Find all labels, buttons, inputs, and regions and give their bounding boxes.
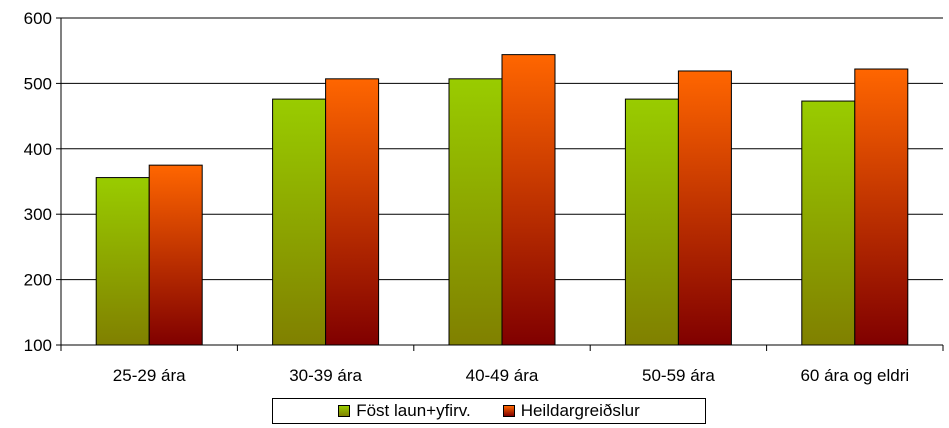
- y-tick-labels: 100 200 300 400 500 600: [24, 9, 52, 355]
- bar-series-2: [148, 164, 203, 346]
- y-tick-label: 500: [24, 74, 52, 93]
- x-tick-label: 50-59 ára: [642, 366, 715, 385]
- legend-item-series-2: Heildargreiðslur: [502, 401, 640, 421]
- axes: [60, 18, 944, 351]
- bar-series-1: [448, 78, 503, 346]
- y-tick-label: 300: [24, 205, 52, 224]
- x-tick-labels: 25-29 ára 30-39 ára 40-49 ára 50-59 ára 60 á…: [113, 366, 909, 385]
- legend-swatch-series-1: [338, 405, 351, 417]
- bar-series-2: [677, 70, 732, 346]
- x-tick-label: 40-49 ára: [466, 366, 539, 385]
- y-tick-label: 400: [24, 140, 52, 159]
- y-tick-label: 100: [24, 336, 52, 355]
- y-tick-label: 200: [24, 271, 52, 290]
- legend-label-series-1: Föst laun+yfirv.: [356, 401, 471, 420]
- bar-series-2: [325, 78, 380, 346]
- bar-series-1: [801, 100, 856, 346]
- legend-item-series-1: Föst laun+yfirv.: [338, 401, 471, 421]
- bar-series-2: [501, 54, 556, 346]
- legend: Föst laun+yfirv. Heildargreiðslur: [272, 398, 706, 424]
- bar-series-1: [95, 177, 150, 346]
- bar-series-1: [272, 98, 327, 346]
- legend-label-series-2: Heildargreiðslur: [520, 401, 640, 420]
- legend-swatch-series-2: [502, 405, 515, 417]
- bar-series-2: [854, 68, 909, 346]
- x-tick-label: 25-29 ára: [113, 366, 186, 385]
- y-tick-label: 600: [24, 9, 52, 28]
- bars: [95, 54, 909, 346]
- x-tick-label: 60 ára og eldri: [800, 366, 909, 385]
- x-tick-label: 30-39 ára: [289, 366, 362, 385]
- bar-series-1: [624, 98, 679, 346]
